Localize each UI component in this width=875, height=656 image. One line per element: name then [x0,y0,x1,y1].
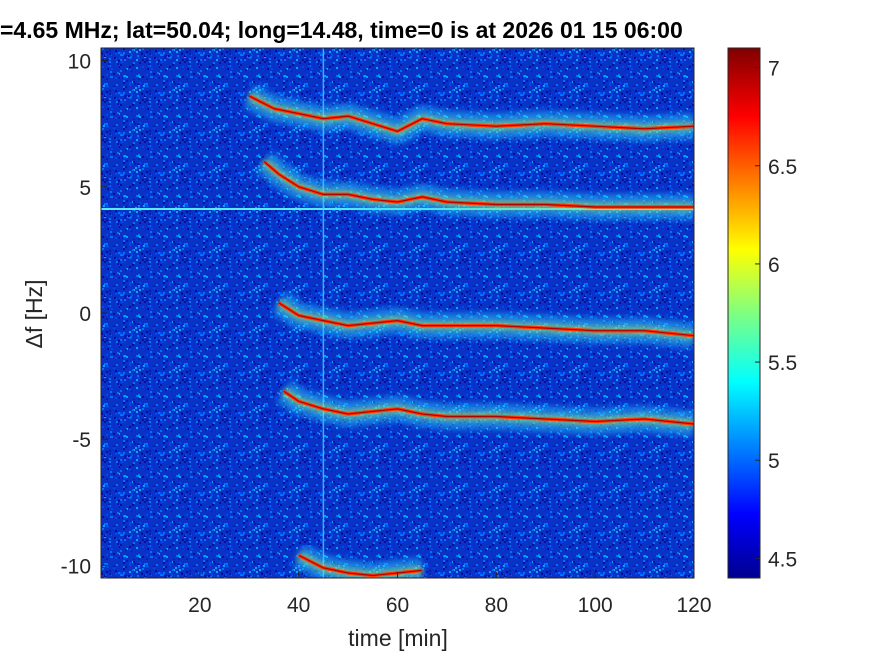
y-axis: 10 5 0 -5 -10 [61,51,107,578]
colorbar-tick-label: 4.5 [768,548,797,571]
x-tick-label: 100 [578,594,613,617]
y-tick-label: -10 [61,555,91,578]
colorbar-tick-label: 7 [768,58,780,81]
colorbar [727,47,761,579]
x-tick-label: 40 [287,594,310,617]
trace-core-3 [278,302,694,337]
y-tick-label: 5 [79,177,91,200]
colorbar-tick-label: 5 [768,450,780,473]
trace-core-4 [283,390,694,425]
x-tick-label: 120 [676,594,711,617]
trace-core-1 [249,95,694,132]
colorbar-ticks: 7 6.5 6 5.5 5 4.5 [755,58,797,571]
colorbar-tick-label: 6 [768,254,780,277]
trace-core-2 [263,161,694,208]
colorbar-tick-label: 6.5 [768,156,797,179]
x-axis: 20 40 60 80 100 120 [188,572,712,617]
x-axis-label: time [min] [348,625,448,651]
x-tick-label: 20 [188,594,211,617]
colorbar-tick-label: 5.5 [768,352,797,375]
y-tick-label: -5 [72,429,91,452]
chart-title: =4.65 MHz; lat=50.04; long=14.48, time=0… [0,17,683,43]
y-tick-label: 0 [79,303,91,326]
colorbar-gradient [727,47,761,579]
x-tick-label: 60 [386,594,409,617]
x-tick-label: 80 [485,594,508,617]
plot-area [100,47,695,579]
y-tick-label: 10 [68,51,91,74]
trace-core-5 [298,554,423,577]
y-axis-label: Δf [Hz] [21,279,47,348]
